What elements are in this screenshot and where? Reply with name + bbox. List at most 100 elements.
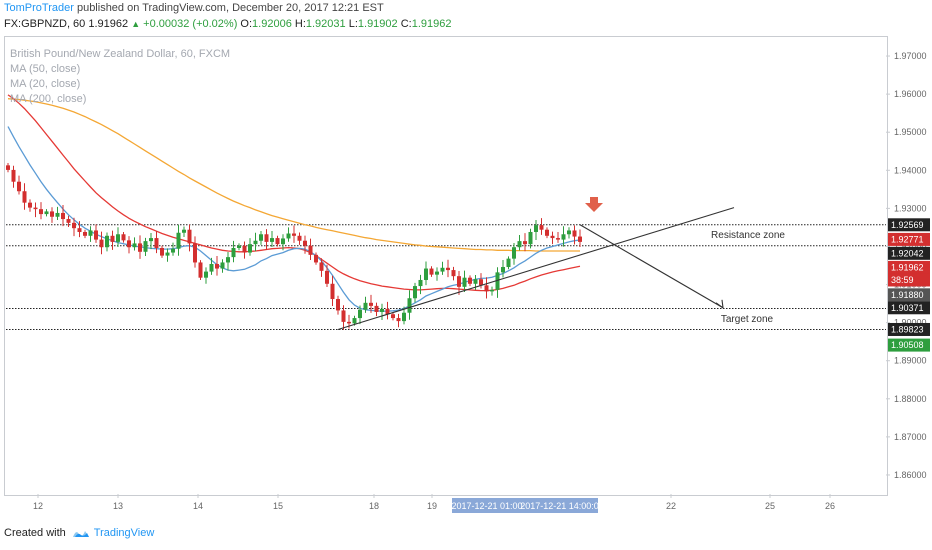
candles-group (6, 163, 582, 330)
candle-body (270, 238, 274, 242)
candle-body (6, 165, 10, 170)
created-with-text: Created with (4, 527, 66, 539)
y-tick-label: 1.96000 (894, 89, 927, 99)
zone-label: Target zone (721, 314, 774, 325)
high-value: 1.92031 (305, 18, 346, 30)
candle-body (561, 234, 566, 240)
candle-body (495, 272, 500, 290)
candle-body (501, 267, 505, 273)
projection-line (579, 224, 724, 309)
candle-body (523, 241, 527, 245)
y-tick-label: 1.92000 (894, 241, 927, 251)
plot-frame (4, 36, 888, 496)
candle-body (160, 247, 164, 256)
legend-ma20: MA (20, close) (10, 78, 81, 90)
candle-body (17, 181, 21, 192)
price-badge (888, 288, 930, 302)
y-tick-label: 1.88000 (894, 394, 927, 404)
candle-body (534, 225, 538, 232)
candle-body (539, 225, 544, 230)
author-link[interactable]: TomProTrader (4, 2, 74, 14)
projection-arrowhead (715, 299, 724, 309)
candle-body (352, 318, 357, 324)
price-badge-label: 1.91962 (891, 262, 924, 272)
candle-body (429, 268, 434, 275)
candle-body (22, 191, 27, 203)
x-tick-label: 15 (273, 501, 283, 511)
candle-body (44, 211, 49, 215)
candle-body (308, 245, 313, 255)
candle-body (374, 305, 379, 312)
candle-body (435, 271, 439, 275)
candle-body (380, 308, 384, 312)
candle-body (402, 312, 406, 322)
candle-body (567, 230, 571, 235)
price-badge (888, 232, 930, 246)
candle-body (369, 302, 373, 306)
candle-body (407, 298, 412, 313)
candle-body (83, 231, 87, 236)
price-badge (888, 338, 930, 352)
candle-body (341, 310, 346, 322)
candle-body (33, 207, 38, 210)
tradingview-logo-icon (72, 531, 89, 537)
candle-body (347, 321, 351, 324)
change-value: +0.00032 (+0.02%) (143, 18, 238, 30)
open-value: 1.92006 (252, 18, 292, 30)
close-value: 1.91962 (411, 18, 452, 30)
x-cursor-label-start: 2017-12-21 01:00 (451, 501, 522, 511)
candle-body (253, 240, 258, 245)
candle-body (209, 263, 214, 272)
candle-body (237, 245, 241, 248)
candle-body (94, 230, 98, 240)
price-badge (888, 322, 930, 336)
y-tick-label: 1.97000 (894, 51, 927, 61)
candle-body (462, 277, 467, 287)
candle-body (358, 309, 362, 319)
candle-body (259, 234, 263, 241)
candle-body (50, 211, 54, 217)
y-tick-label: 1.89000 (894, 356, 927, 366)
tradingview-link[interactable]: TradingView (93, 527, 155, 539)
price-badge (888, 246, 930, 260)
symbol-label: FX:GBPNZD, 60 (4, 18, 86, 30)
candle-body (66, 219, 71, 223)
candle-body (391, 314, 395, 319)
candle-body (325, 270, 329, 284)
candle-body (105, 235, 109, 248)
candle-body (556, 238, 560, 240)
low-label: L: (348, 18, 358, 30)
candle-body (319, 262, 324, 271)
price-badge-label: 1.90371 (891, 303, 924, 313)
legend-ma200: MA (200, close) (10, 93, 87, 105)
x-tick-label: 18 (369, 501, 379, 511)
candle-body (226, 257, 230, 263)
candle-body (468, 277, 472, 284)
price-badge-label: 1.92042 (891, 248, 924, 258)
x-tick-label: 13 (113, 501, 123, 511)
candle-body (479, 279, 483, 286)
candle-body (176, 232, 181, 249)
candle-body (473, 279, 478, 284)
candle-body (171, 248, 175, 253)
y-tick-label: 1.94000 (894, 165, 927, 175)
x-tick-label: 14 (193, 501, 203, 511)
price-badge (888, 260, 930, 274)
candle-body (286, 233, 291, 239)
low-value: 1.91902 (357, 18, 398, 30)
candle-body (396, 318, 401, 322)
price-badge-label: 1.91880 (891, 290, 924, 300)
candle-body (242, 245, 247, 253)
candle-body (572, 230, 577, 237)
candle-body (143, 241, 148, 252)
candle-body (303, 240, 307, 246)
candle-body (198, 262, 203, 278)
ma50-line (7, 94, 581, 292)
candle-body (154, 238, 159, 248)
close-label: C: (400, 18, 412, 30)
y-tick-label: 1.87000 (894, 432, 927, 442)
candle-body (121, 234, 126, 241)
x-tick-label: 25 (765, 501, 775, 511)
candle-body (132, 243, 137, 248)
